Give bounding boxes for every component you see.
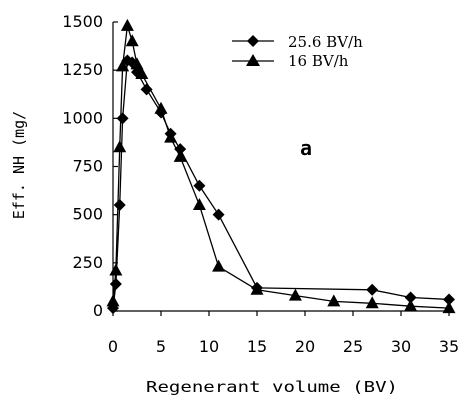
data-point-diamond	[109, 278, 122, 291]
y-tick-label: 0	[93, 301, 103, 320]
x-tick-label: 20	[295, 337, 315, 356]
x-axis-title: Regenerant volume (BV)	[146, 378, 398, 396]
data-point-triangle	[125, 34, 139, 47]
data-point-triangle	[120, 18, 134, 31]
data-point-triangle	[192, 198, 206, 211]
data-point-triangle	[442, 301, 456, 314]
y-tick-label: 500	[72, 205, 103, 224]
panel-label: a	[300, 136, 312, 160]
legend-marker-diamond	[247, 35, 259, 47]
data-point-triangle	[135, 67, 149, 80]
series-layer	[106, 18, 456, 315]
data-point-triangle	[164, 130, 178, 143]
y-ticks: 0 250 500 750 1000 1250 1500	[62, 12, 118, 320]
data-point-diamond	[404, 291, 417, 304]
data-point-diamond	[443, 293, 455, 306]
data-point-triangle	[173, 149, 187, 162]
data-point-diamond	[140, 83, 153, 96]
data-point-triangle	[130, 57, 144, 70]
x-tick-label: 15	[247, 337, 267, 356]
y-tick-label: 750	[72, 157, 103, 176]
data-point-triangle	[154, 101, 168, 114]
x-ticks: 0 5 10 15 20 25 30 35	[108, 311, 459, 356]
series-line-2	[112, 25, 450, 309]
legend-label-series-2: 16 BV/h	[288, 52, 349, 70]
data-point-triangle	[288, 288, 302, 301]
data-point-triangle	[113, 140, 127, 153]
legend-item-series-1: 25.6 BV/h	[232, 33, 363, 51]
y-tick-label: 1000	[62, 108, 103, 127]
y-tick-label: 1250	[62, 60, 103, 79]
legend-marker-triangle	[246, 54, 260, 66]
data-point-triangle	[365, 296, 379, 309]
y-tick-label: 1500	[62, 12, 103, 31]
series-1	[107, 54, 455, 315]
x-tick-label: 30	[391, 337, 411, 356]
legend: 25.6 BV/h 16 BV/h	[232, 33, 363, 70]
data-point-triangle	[404, 299, 418, 312]
data-point-triangle	[109, 263, 123, 276]
x-tick-label: 10	[199, 337, 219, 356]
series-line-1	[112, 59, 450, 309]
axes	[112, 22, 449, 312]
data-point-diamond	[113, 199, 126, 212]
x-tick-label: 0	[108, 337, 118, 356]
data-point-triangle	[106, 294, 120, 307]
x-tick-label: 35	[439, 337, 459, 356]
y-axis-title: Eff. NH (mg/	[10, 111, 28, 219]
x-tick-label: 25	[343, 337, 363, 356]
data-point-diamond	[366, 283, 379, 296]
data-point-triangle	[250, 282, 264, 295]
data-point-triangle	[212, 259, 226, 272]
data-point-diamond	[116, 112, 129, 125]
legend-item-series-2: 16 BV/h	[232, 52, 349, 70]
data-point-diamond	[193, 179, 206, 192]
data-point-triangle	[327, 294, 341, 307]
y-tick-label: 250	[72, 253, 103, 272]
data-point-diamond	[212, 208, 225, 221]
data-point-triangle	[116, 59, 130, 72]
x-tick-label: 5	[156, 337, 166, 356]
series-2	[106, 18, 456, 314]
legend-label-series-1: 25.6 BV/h	[288, 33, 363, 51]
